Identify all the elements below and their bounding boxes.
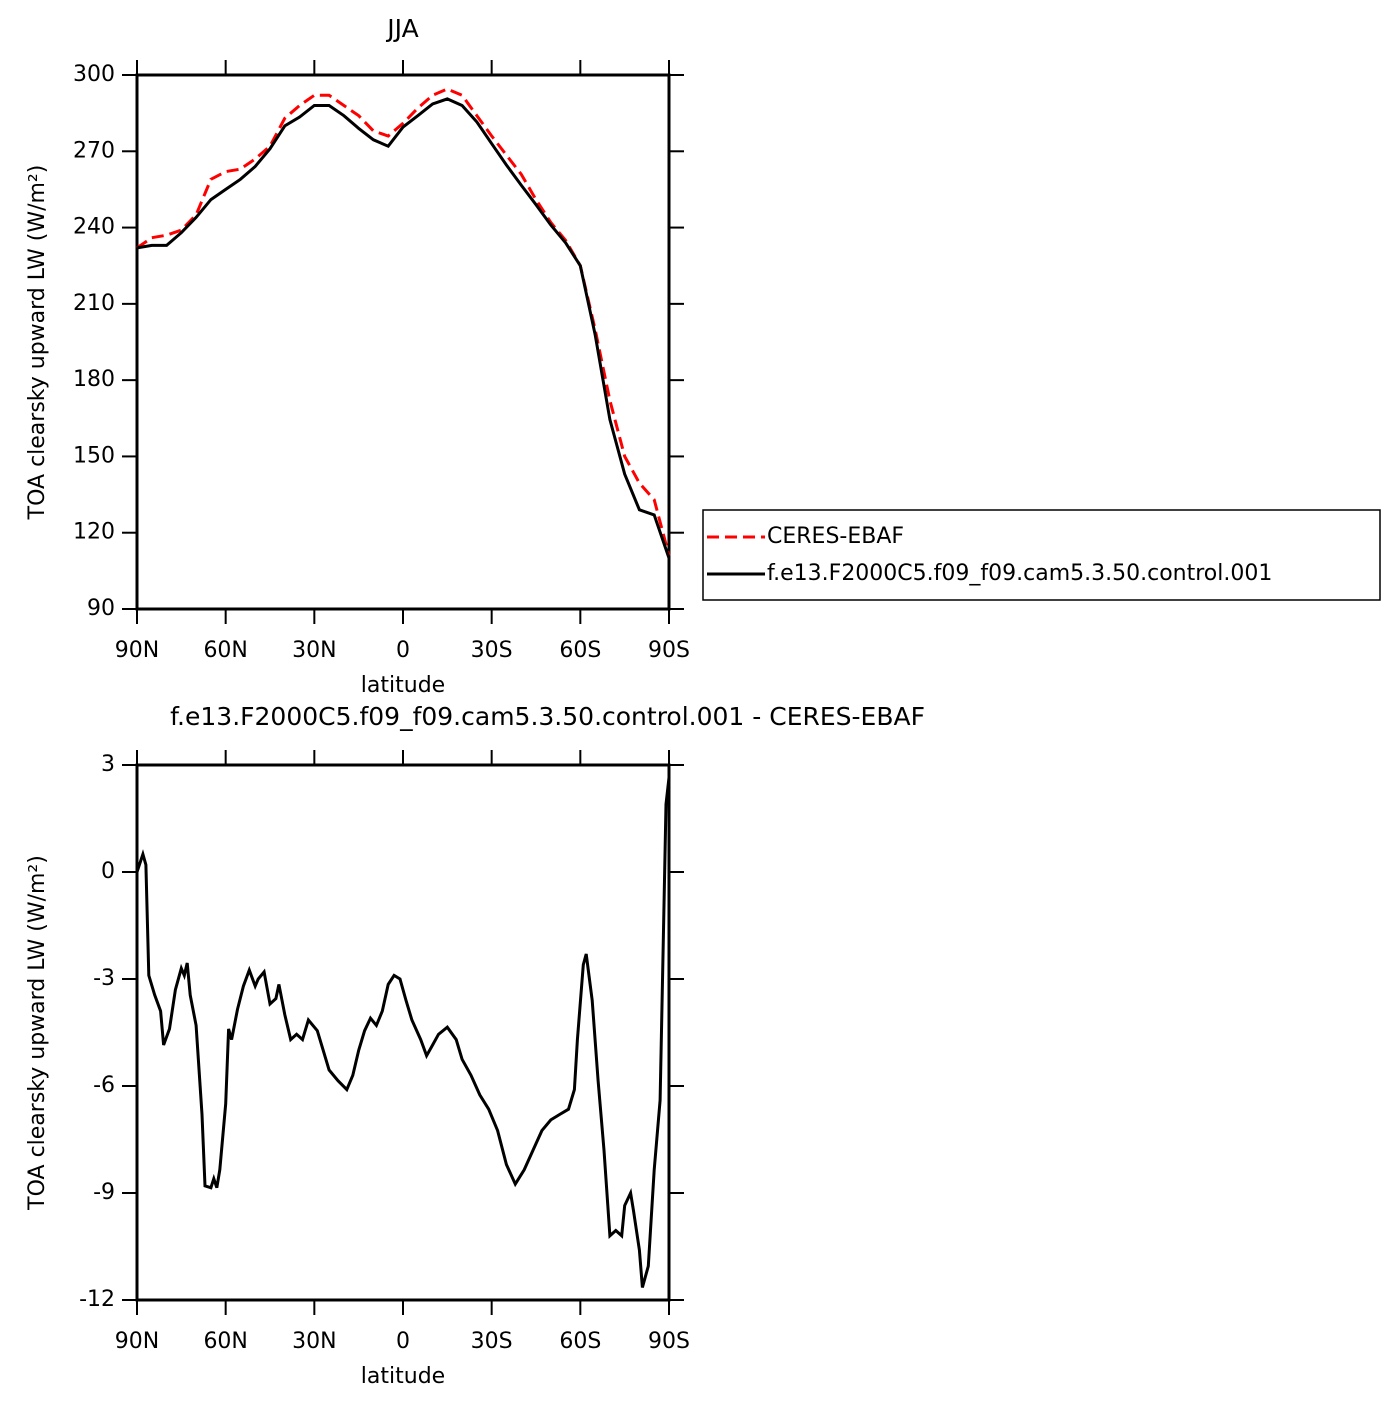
x-axis-label: latitude — [361, 673, 445, 698]
x-tick-label: 60N — [203, 1329, 247, 1354]
y-tick-label: 120 — [73, 520, 115, 545]
y-tick-label: 0 — [101, 859, 115, 884]
x-tick-label: 60S — [559, 638, 601, 663]
x-tick-label: 60N — [203, 638, 247, 663]
y-axis-label: TOA clearsky upward LW (W/m²) — [25, 165, 50, 521]
x-tick-label: 90N — [115, 1329, 159, 1354]
x-tick-label: 90S — [648, 638, 690, 663]
y-tick-label: 3 — [101, 752, 115, 777]
plot-frame — [135, 763, 671, 1302]
x-tick-label: 30N — [292, 638, 336, 663]
x-tick-label: 30S — [471, 638, 513, 663]
chart-title: JJA — [385, 14, 418, 43]
x-tick-label: 90N — [115, 638, 159, 663]
y-tick-label: 300 — [73, 62, 115, 87]
y-tick-label: 150 — [73, 443, 115, 468]
y-axis-label: TOA clearsky upward LW (W/m²) — [25, 855, 50, 1211]
y-tick-label: -9 — [93, 1180, 115, 1205]
y-tick-label: -12 — [79, 1287, 115, 1312]
y-tick-label: -3 — [93, 966, 115, 991]
x-tick-label: 90S — [648, 1329, 690, 1354]
data-line — [135, 777, 671, 1288]
x-axis-label: latitude — [361, 1364, 445, 1389]
legend-label: CERES-EBAF — [767, 524, 904, 549]
x-tick-label: 0 — [396, 638, 410, 663]
legend-box — [702, 509, 1381, 601]
plot-frame — [135, 73, 671, 611]
y-tick-label: 180 — [73, 367, 115, 392]
y-tick-label: 270 — [73, 138, 115, 163]
x-tick-label: 60S — [559, 1329, 601, 1354]
y-tick-label: 240 — [73, 215, 115, 240]
data-line — [136, 97, 671, 559]
chart-title: f.e13.F2000C5.f09_f09.cam5.3.50.control.… — [170, 702, 925, 731]
y-tick-label: 90 — [87, 596, 115, 621]
x-tick-label: 0 — [396, 1329, 410, 1354]
y-tick-label: -6 — [93, 1073, 115, 1098]
data-line — [136, 87, 671, 556]
y-tick-label: 210 — [73, 291, 115, 316]
legend-label: f.e13.F2000C5.f09_f09.cam5.3.50.control.… — [767, 561, 1272, 586]
x-tick-label: 30S — [471, 1329, 513, 1354]
x-tick-label: 30N — [292, 1329, 336, 1354]
